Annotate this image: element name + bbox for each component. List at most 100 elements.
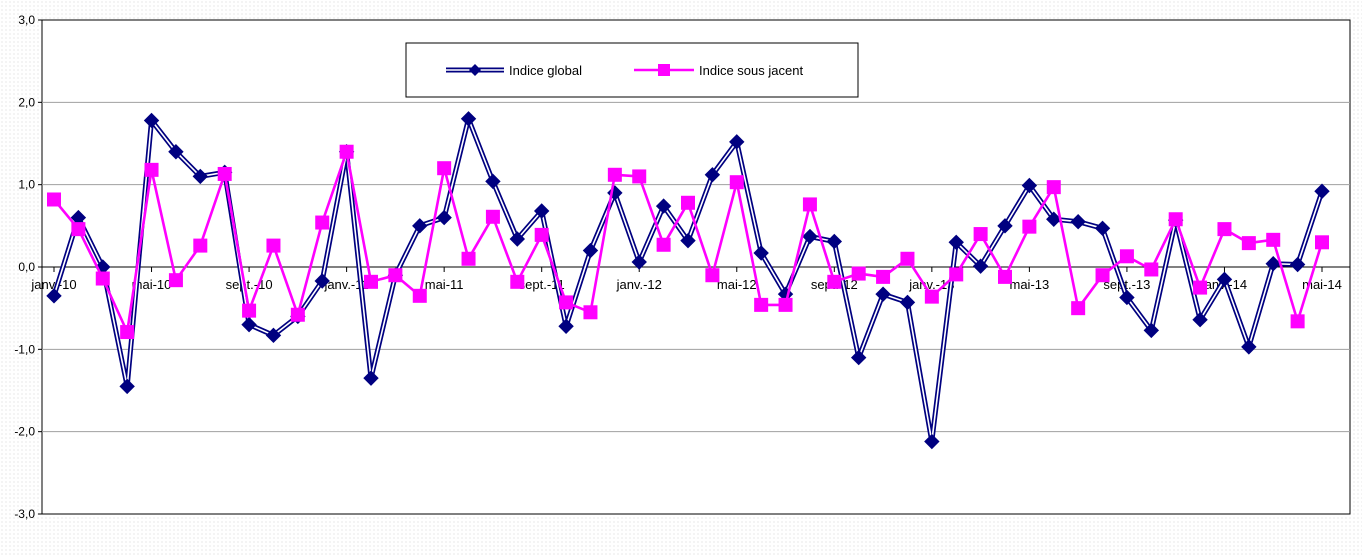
x-tick-label: sept.-11 [519,277,565,292]
data-point-indice-sous-jacent [339,144,354,159]
data-point-indice-global [729,134,745,150]
y-tick-label: 3,0 [18,13,35,27]
data-point-indice-sous-jacent [168,273,183,288]
data-point-indice-sous-jacent [632,169,647,184]
data-point-indice-global [1119,289,1135,306]
data-point-indice-sous-jacent [924,289,939,304]
data-point-indice-global [655,198,672,214]
data-point-indice-global [509,231,526,247]
data-point-indice-sous-jacent [1266,232,1281,247]
data-point-indice-sous-jacent [1168,212,1183,227]
data-point-indice-global [899,294,916,311]
data-point-indice-global [875,286,891,302]
data-point-indice-global [436,209,452,226]
data-point-indice-global [558,318,574,334]
x-tick-label: sept.-10 [226,277,273,292]
data-point-indice-sous-jacent [900,251,915,266]
data-point-indice-sous-jacent [802,197,817,212]
data-point-indice-sous-jacent [754,297,769,312]
data-point-indice-sous-jacent [1241,236,1256,251]
data-point-indice-sous-jacent [461,251,476,266]
legend-label-indice-sous-jacent: Indice sous jacent [699,63,803,78]
x-tick-label: mai-14 [1302,277,1342,292]
y-tick-label: 0,0 [18,260,35,274]
legend-label-indice-global: Indice global [509,63,582,78]
axes: -3,0 -2,0 -1,0 0,0 1,0 2,0 3,0 janv.-10 mai-10 se… [14,13,1350,521]
data-point-indice-sous-jacent [681,195,695,210]
x-tick-label: mai-10 [132,277,172,292]
data-point-indice-sous-jacent [1217,222,1232,237]
data-point-indice-global [924,433,940,450]
data-point-indice-sous-jacent [315,215,330,230]
data-point-indice-global [582,242,599,259]
data-point-indice-sous-jacent [242,303,257,318]
data-point-indice-sous-jacent [1193,280,1208,295]
data-point-indice-sous-jacent [1071,301,1086,316]
data-point-indice-global [1314,183,1330,199]
data-point-indice-global [265,327,282,344]
data-point-indice-global [1046,211,1062,227]
data-point-indice-sous-jacent [485,209,500,224]
y-tick-label: -2,0 [14,425,35,439]
y-tick-label: -3,0 [14,507,35,521]
data-point-indice-sous-jacent [437,161,452,176]
data-point-indice-sous-jacent [705,268,720,283]
data-point-indice-sous-jacent [95,271,110,286]
data-point-indice-global [485,173,501,190]
data-point-indice-global [241,316,257,333]
data-point-indice-sous-jacent [851,266,866,281]
data-point-indice-sous-jacent [656,237,671,252]
legend-marker-square [658,64,670,76]
data-point-indice-sous-jacent [827,274,842,289]
x-tick-label: sept.-13 [1103,277,1150,292]
data-point-indice-global [143,112,160,129]
data-point-indice-sous-jacent [949,267,964,282]
data-point-indice-global [1241,339,1257,355]
data-point-indice-global [972,258,989,274]
data-point-indice-global [1192,311,1208,328]
data-point-indice-sous-jacent [1144,262,1159,277]
data-point-indice-global [46,288,62,304]
data-point-indice-sous-jacent [144,162,159,177]
data-point-indice-global [1265,255,1281,272]
x-tick-label: janv.-10 [30,277,76,292]
gridlines [42,101,1350,433]
data-point-indice-global [1021,177,1038,194]
data-point-indice-global [119,378,135,395]
data-point-indice-sous-jacent [1022,219,1037,234]
data-point-indice-sous-jacent [388,268,403,283]
data-point-indice-global [948,234,964,251]
data-point-indice-sous-jacent [1046,180,1061,195]
data-point-indice-sous-jacent [559,295,574,310]
data-point-indice-sous-jacent [1095,268,1110,283]
data-point-indice-sous-jacent [778,297,793,312]
data-point-indice-sous-jacent [266,238,281,253]
series-layer [46,111,1330,450]
data-point-indice-global [850,349,867,366]
data-point-indice-sous-jacent [1119,249,1134,264]
y-tick-label: -1,0 [14,342,35,356]
data-point-indice-global [533,203,550,219]
data-point-indice-global [1216,271,1233,288]
data-point-indice-sous-jacent [876,269,891,284]
data-point-indice-global [607,185,623,201]
data-point-indice-sous-jacent [412,288,427,303]
x-tick-label: mai-12 [717,277,757,292]
data-point-indice-sous-jacent [998,269,1012,284]
data-point-indice-sous-jacent [193,238,208,253]
data-point-indice-sous-jacent [290,307,305,322]
data-point-indice-global [997,218,1013,234]
data-point-indice-sous-jacent [47,192,61,207]
data-point-indice-global [826,233,843,250]
data-point-indice-sous-jacent [1315,235,1329,250]
x-tick-label: janv.-11 [323,277,368,292]
legend-marker-diamond [469,64,481,76]
data-point-indice-global [1289,256,1306,273]
data-point-indice-global [460,111,477,127]
data-point-indice-global [802,228,818,245]
data-point-indice-global [363,370,379,386]
data-point-indice-global [1094,220,1111,237]
data-point-indice-sous-jacent [364,274,378,289]
